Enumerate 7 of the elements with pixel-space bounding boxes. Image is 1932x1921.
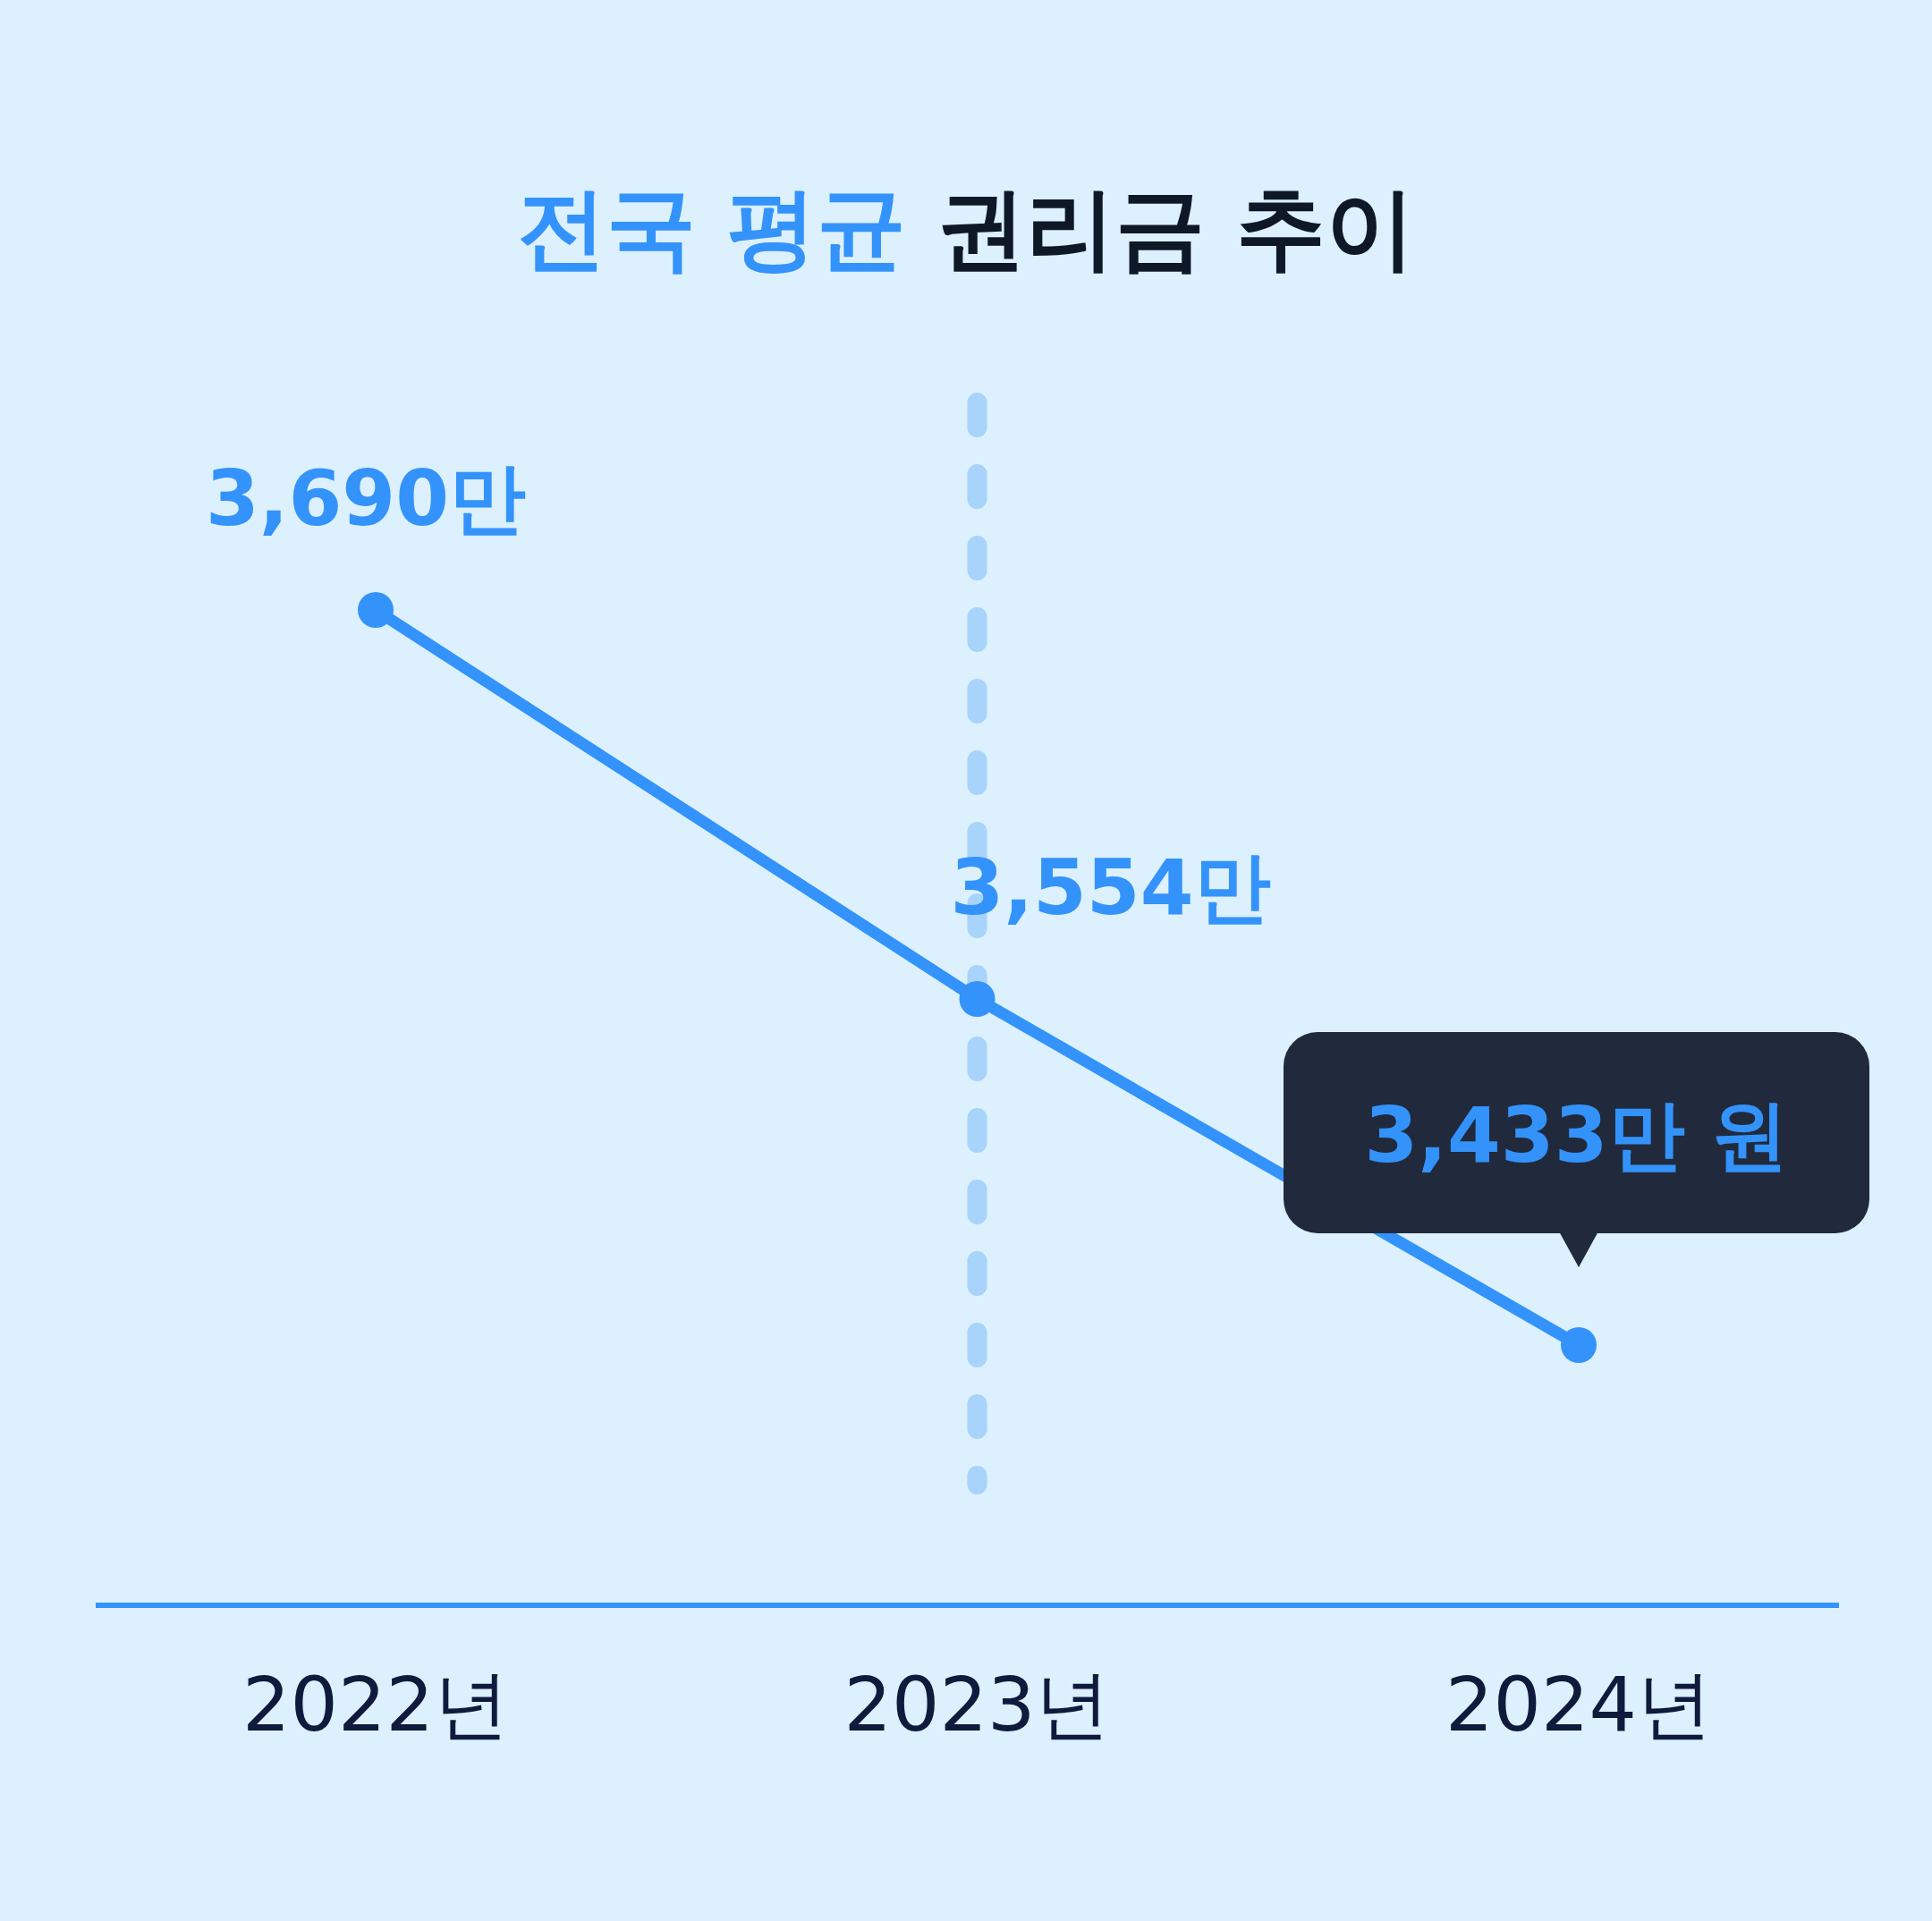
data-label: 3,554만 — [950, 842, 1271, 932]
x-tick-label: 2024년 — [1445, 1661, 1712, 1748]
data-label: 3,690만 — [206, 453, 527, 543]
x-tick-label: 2023년 — [843, 1661, 1111, 1748]
chart-title: 전국 평균 권리금 추이 — [516, 176, 1416, 281]
x-tick-label: 2022년 — [242, 1661, 509, 1748]
data-label: 3,433만 원 — [1364, 1089, 1789, 1180]
